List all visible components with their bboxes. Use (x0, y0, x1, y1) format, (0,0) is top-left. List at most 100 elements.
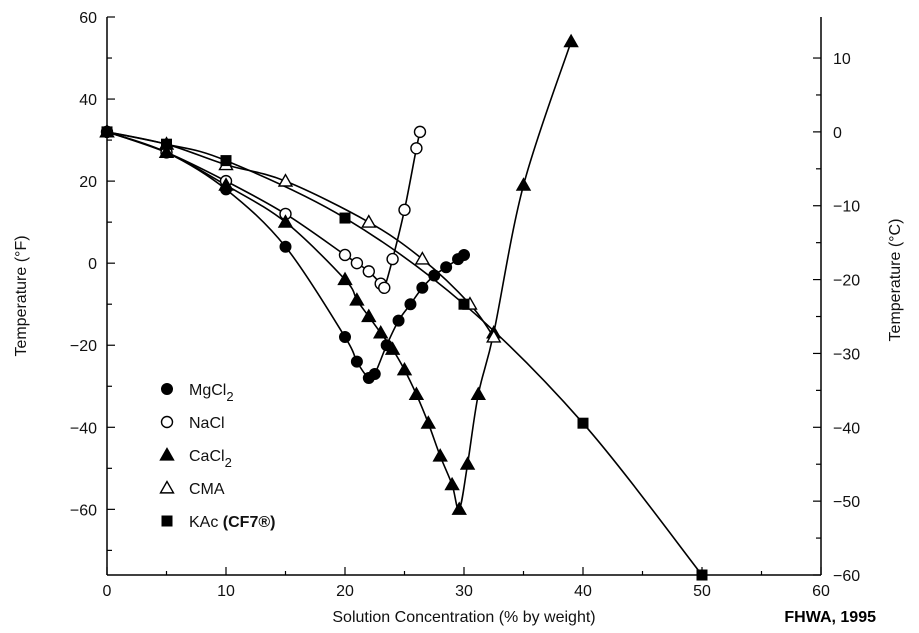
series-line-cma (106, 131, 495, 338)
y-right-tick-label: −10 (833, 199, 860, 216)
data-point-cacl (349, 292, 365, 306)
data-point-cacl (408, 386, 425, 401)
data-point-cacl (277, 214, 294, 228)
y-left-tick-label: 20 (79, 174, 97, 191)
x-tick-label: 50 (693, 583, 711, 600)
series-line-cacl (106, 41, 572, 511)
data-point-nacl (350, 256, 364, 270)
legend-label-text: KAc (189, 514, 223, 531)
data-point-cacl (459, 456, 476, 470)
y-right-tick-label: −30 (833, 346, 860, 363)
data-point-cacl (515, 177, 532, 191)
data-point-kac (220, 155, 232, 167)
source-credit: FHWA, 1995 (784, 609, 876, 626)
y-left-tick-label: 0 (88, 256, 97, 273)
legend-marker-cma (159, 480, 175, 494)
data-point-cacl (218, 177, 234, 191)
data-point-kac (696, 569, 708, 581)
x-tick-label: 20 (336, 583, 354, 600)
y-right-tick-label: −60 (833, 568, 860, 585)
x-tick-label: 40 (574, 583, 592, 600)
series-line-kac (106, 131, 703, 576)
data-point-kac (458, 298, 470, 310)
data-point-cma (277, 173, 294, 187)
data-point-cacl (337, 271, 353, 286)
data-point-cacl (396, 361, 413, 376)
data-point-cacl (444, 476, 460, 491)
legend-label-mgcl: MgCl2 (189, 382, 234, 404)
data-point-cacl (470, 386, 486, 401)
data-point-mgcl (416, 281, 429, 294)
y-right-tick-label: 10 (833, 51, 851, 68)
data-point-kac (577, 417, 589, 429)
data-point-nacl (413, 125, 427, 139)
data-point-mgcl (350, 355, 363, 368)
data-point-mgcl (368, 367, 381, 380)
y-left-tick-label: 40 (79, 92, 97, 109)
y-left-tick-label: −20 (70, 338, 97, 355)
data-point-kac (101, 126, 113, 138)
legend-label-text: CMA (189, 481, 225, 498)
x-tick-label: 10 (217, 583, 235, 600)
x-tick-label: 60 (812, 583, 830, 600)
data-point-cacl (158, 144, 175, 158)
data-point-mgcl (339, 331, 351, 344)
y-right-tick-label: −40 (833, 420, 860, 437)
legend-marker-kac (161, 515, 173, 527)
y-left-tick-label: −40 (70, 420, 97, 437)
legend-label-text: NaCl (189, 415, 225, 432)
y-right-tick-label: −50 (833, 494, 860, 511)
data-point-nacl (386, 252, 399, 266)
data-point-mgcl (392, 314, 405, 327)
legend-label-subscript: 2 (225, 455, 232, 470)
series-line-nacl (106, 131, 421, 291)
y-axis-right-title: Temperature (°C) (887, 219, 904, 342)
y-axis-left-title: Temperature (°F) (13, 235, 30, 356)
x-tick-label: 30 (455, 583, 473, 600)
y-left-tick-label: −60 (70, 502, 97, 519)
data-point-nacl (378, 281, 391, 294)
data-point-cma (414, 251, 431, 265)
legend-label-cacl: CaCl2 (189, 448, 232, 470)
x-tick-label: 0 (103, 583, 112, 600)
x-axis-title: Solution Concentration (% by weight) (332, 609, 595, 626)
data-point-nacl (398, 203, 411, 217)
data-point-mgcl (428, 269, 441, 282)
legend-marker-nacl (160, 415, 174, 429)
data-point-cma (486, 329, 502, 343)
data-point-cacl (563, 33, 579, 48)
legend-marker-cacl (159, 447, 175, 461)
legend-label-bold: (CF7®) (223, 514, 276, 531)
data-point-kac (161, 138, 172, 150)
legend-label-subscript: 2 (226, 389, 233, 404)
data-point-nacl (362, 265, 375, 278)
data-point-kac (339, 212, 351, 224)
data-point-cacl (432, 448, 448, 462)
legend-marker-mgcl (161, 383, 173, 395)
y-right-tick-label: −20 (833, 273, 860, 290)
data-point-mgcl (404, 298, 417, 311)
y-right-tick-label: 0 (833, 125, 842, 142)
legend-label-nacl: NaCl (189, 415, 225, 432)
data-point-mgcl (440, 261, 453, 274)
data-point-nacl (410, 142, 423, 155)
ticks-group: 0 10 20 30 40 50 60 60 40 20 0 −20 −40 −60 10 0 −10 −20 −3… (70, 10, 860, 600)
data-point-cacl (372, 325, 389, 339)
data-point-cacl (451, 501, 467, 515)
legend-label-kac: KAc (CF7®) (189, 514, 275, 531)
series-line-mgcl (106, 131, 465, 380)
data-point-cacl (361, 308, 377, 323)
data-point-mgcl (279, 240, 292, 253)
legend-label-cma: CMA (189, 481, 225, 498)
data-point-cacl (384, 341, 401, 355)
series-markers-group (99, 33, 708, 581)
data-point-cma (361, 214, 377, 228)
legend-label-text: MgCl (189, 382, 226, 399)
y-left-tick-label: 60 (79, 10, 97, 27)
legend-label-text: CaCl (189, 448, 225, 465)
data-point-mgcl (458, 248, 470, 261)
data-point-cacl (420, 415, 437, 429)
data-point-nacl (338, 248, 352, 262)
